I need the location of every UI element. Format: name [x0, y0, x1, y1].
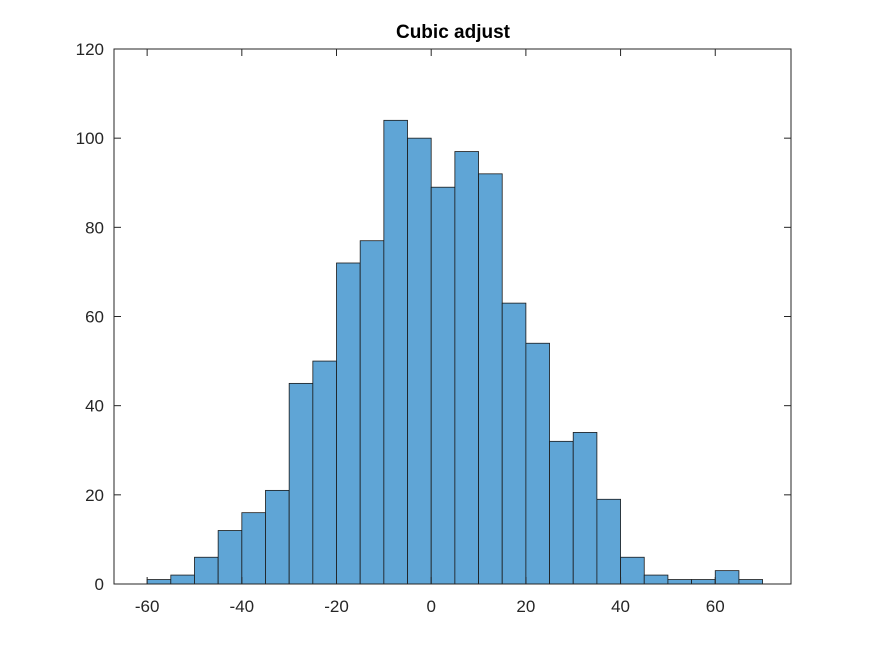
tick-labels-group: -60 -40 -20 0 20 40 60 0 20 40 60 80 100 120 [76, 40, 725, 616]
x-tick-label: -40 [230, 597, 255, 616]
histogram-bar [738, 579, 763, 585]
y-tick-label: 40 [85, 397, 104, 416]
histogram-bar [501, 302, 527, 585]
histogram-bar [241, 512, 266, 585]
histogram-bar [454, 151, 479, 585]
histogram-bar [194, 556, 219, 585]
histogram-bar [478, 173, 503, 585]
histogram-bar [549, 440, 574, 585]
histogram-bar [691, 579, 716, 585]
chart-title: Cubic adjust [396, 22, 511, 43]
x-tick-label: 60 [706, 597, 725, 616]
x-tick-label: 0 [426, 597, 435, 616]
histogram-bar [383, 119, 408, 585]
histogram-bar [714, 570, 740, 585]
histogram-bar [170, 574, 195, 585]
histogram-bar [265, 489, 290, 585]
y-tick-label: 80 [85, 218, 104, 237]
histogram-bar [525, 342, 550, 585]
histogram-bar [667, 579, 692, 585]
histogram-bar [620, 556, 645, 585]
x-tick-label: -60 [135, 597, 160, 616]
ticks-group [114, 48, 791, 585]
x-tick-label: -20 [324, 597, 349, 616]
x-tick-label: 40 [611, 597, 630, 616]
histogram-bar [596, 498, 621, 585]
y-tick-label: 60 [85, 308, 104, 327]
y-tick-label: 120 [76, 40, 104, 59]
histogram-bar [407, 137, 432, 585]
histogram-bar [217, 530, 243, 585]
histogram-bar [643, 574, 669, 585]
histogram-bar [146, 579, 172, 585]
histogram-bar [572, 432, 598, 585]
y-tick-label: 100 [76, 129, 104, 148]
histogram-bar [312, 360, 337, 585]
y-tick-label: 0 [95, 575, 104, 594]
histogram-bar [359, 240, 385, 585]
x-tick-label: 20 [516, 597, 535, 616]
histogram-bar [430, 186, 456, 585]
bars-group [146, 119, 763, 585]
y-tick-label: 20 [85, 486, 104, 505]
histogram-bar [336, 262, 361, 585]
histogram-bar [288, 382, 314, 585]
